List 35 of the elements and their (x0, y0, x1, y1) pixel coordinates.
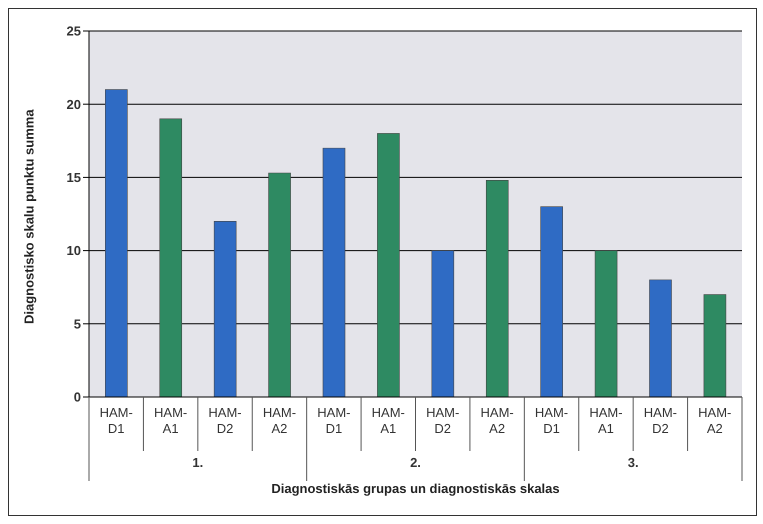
x-tick-label: HAM-A2 (698, 405, 732, 436)
bar (704, 294, 726, 397)
x-tick-label: HAM-D1 (534, 405, 568, 436)
y-tick-label: 25 (66, 24, 81, 39)
x-tick-label: HAM-D2 (208, 405, 242, 436)
y-tick-label: 20 (66, 96, 81, 112)
y-tick-label: 15 (66, 170, 81, 186)
bar (377, 133, 400, 397)
bar (268, 172, 291, 397)
text: 2. (410, 455, 421, 470)
y-tick-label: 5 (74, 316, 81, 332)
bar (486, 180, 509, 397)
x-tick-label: HAM-D1 (100, 405, 133, 436)
bar (214, 221, 236, 397)
y-tick-label: 10 (66, 243, 81, 258)
bar (322, 148, 346, 397)
bar (159, 118, 182, 397)
bar (432, 250, 454, 397)
text: 3. (628, 455, 639, 470)
x-tick-label: HAM-D2 (426, 405, 460, 436)
x-tick-label: HAM-A2 (480, 405, 514, 436)
x-tick-label: HAM-A1 (589, 405, 623, 436)
bar (105, 89, 128, 397)
y-tick-label: 0 (74, 390, 81, 405)
text: 1. (192, 455, 204, 470)
x-tick-label: HAM-A1 (372, 405, 405, 436)
x-tick-label: HAM-A1 (154, 405, 188, 436)
y-axis-title: Diagnostisko skalu punktu summa (22, 108, 37, 324)
x-axis-title: Diagnostiskās grupas un diagnostiskās skalas (271, 481, 560, 496)
x-tick-label: HAM-D1 (317, 405, 350, 436)
bar (594, 250, 618, 397)
bar (649, 280, 672, 397)
x-tick-label: HAM-D2 (644, 405, 677, 436)
bar (540, 206, 563, 397)
x-tick-label: HAM-A2 (262, 405, 296, 436)
